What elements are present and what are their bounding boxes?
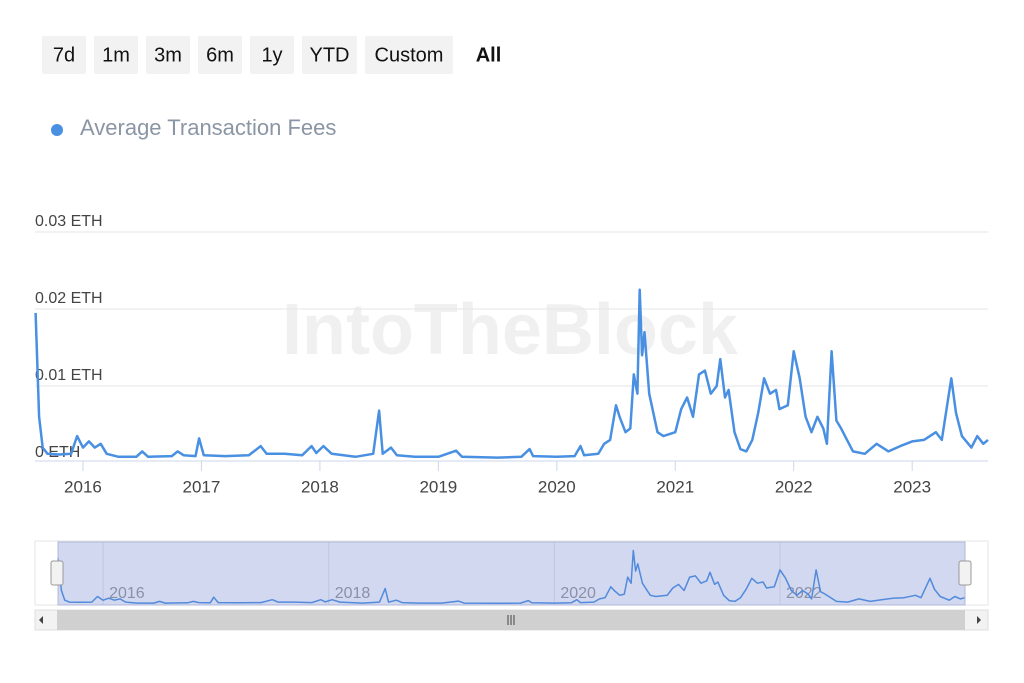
- navigator-handle-left[interactable]: [50, 560, 64, 586]
- range-button-label[interactable]: All: [476, 44, 502, 66]
- range-button-bg[interactable]: [302, 36, 357, 74]
- range-button[interactable]: Custom: [365, 36, 453, 74]
- navigator-frame: [34, 540, 989, 606]
- line-series: [34, 288, 989, 459]
- legend-marker: [51, 124, 63, 136]
- range-button[interactable]: 1y: [250, 36, 294, 74]
- range-button-bg[interactable]: [250, 36, 294, 74]
- scroll-left-arrow[interactable]: [39, 616, 43, 624]
- x-tick-label: 2016: [64, 477, 102, 496]
- range-button-label[interactable]: Custom: [375, 44, 444, 66]
- range-button[interactable]: 6m: [198, 36, 242, 74]
- x-tick-label: 2023: [893, 477, 931, 496]
- scrollbar-grip: [507, 615, 515, 625]
- x-tick-label: 2017: [183, 477, 221, 496]
- watermark: IntoTheBlock: [282, 290, 739, 370]
- y-tick-label: 0.02 ETH: [35, 290, 103, 307]
- navigator-tick-label: 2018: [335, 585, 371, 602]
- navigator-handle-right[interactable]: [958, 560, 972, 586]
- y-tick-label: 0.01 ETH: [35, 367, 103, 384]
- range-selector: 7d 1m 3m 6m 1y YTD Custom All: [42, 36, 501, 74]
- range-button-label[interactable]: 1y: [261, 44, 282, 66]
- x-tick-label: 2019: [419, 477, 457, 496]
- range-button[interactable]: 1m: [94, 36, 138, 74]
- plot: 0 ETH 0.01 ETH 0.02 ETH 0.03 ETH 2016 2017 201…: [34, 213, 989, 496]
- navigator-mask: [57, 541, 966, 606]
- range-button-label[interactable]: YTD: [310, 44, 350, 66]
- range-button-label[interactable]: 7d: [53, 44, 75, 66]
- range-button-bg[interactable]: [146, 36, 190, 74]
- x-tick-label: 2020: [538, 477, 576, 496]
- scroll-right-arrow[interactable]: [977, 616, 981, 624]
- y-tick-label: 0 ETH: [35, 444, 80, 461]
- range-button[interactable]: 3m: [146, 36, 190, 74]
- x-tick-label: 2022: [775, 477, 813, 496]
- y-tick-label: 0.03 ETH: [35, 213, 103, 230]
- range-button[interactable]: 7d: [42, 36, 86, 74]
- range-button-label[interactable]: 6m: [206, 44, 234, 66]
- navigator: 2016 2018 2020 2022: [57, 541, 966, 606]
- range-button-label[interactable]: 3m: [154, 44, 182, 66]
- range-button-bg[interactable]: [94, 36, 138, 74]
- legend-label[interactable]: Average Transaction Fees: [80, 115, 336, 140]
- navigator-tick-label: 2016: [109, 585, 145, 602]
- x-tick-label: 2018: [301, 477, 339, 496]
- range-button-label[interactable]: 1m: [102, 44, 130, 66]
- range-button[interactable]: All: [476, 44, 502, 66]
- navigator-series: [57, 549, 966, 605]
- navigator-tick-label: 2020: [560, 585, 596, 602]
- range-button-bg[interactable]: [198, 36, 242, 74]
- range-button-bg[interactable]: [365, 36, 453, 74]
- range-button[interactable]: YTD: [302, 36, 357, 74]
- x-tick-label: 2021: [656, 477, 694, 496]
- range-button-bg[interactable]: [42, 36, 86, 74]
